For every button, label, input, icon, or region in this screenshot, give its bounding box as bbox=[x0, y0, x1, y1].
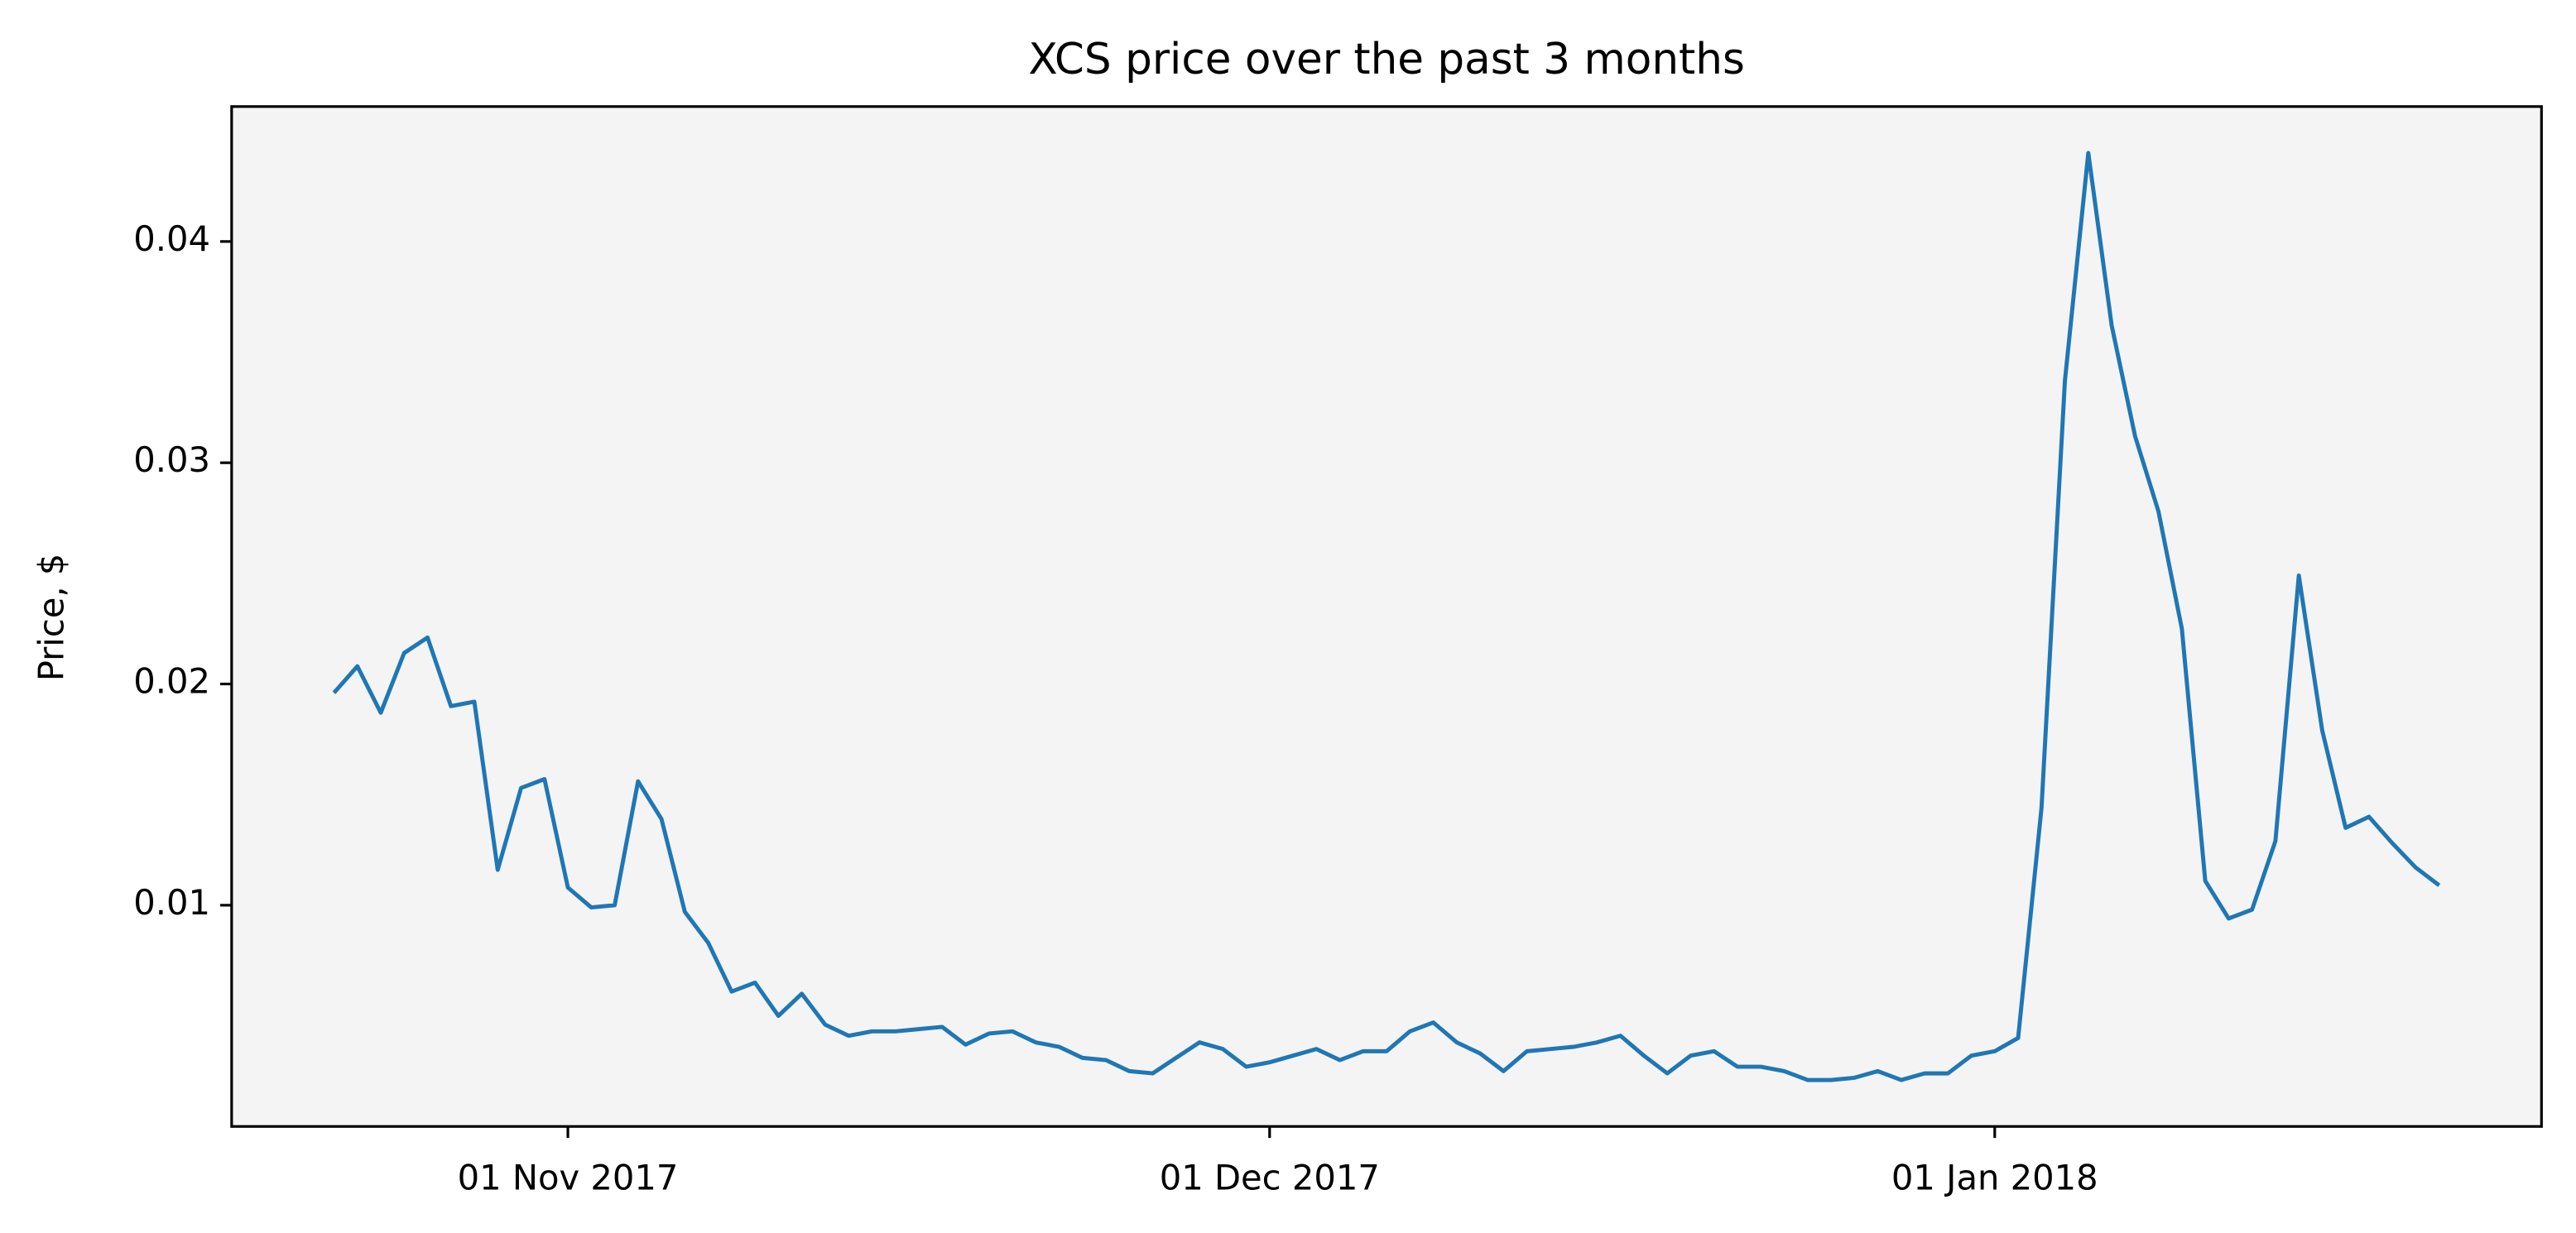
x-tick-label: 01 Jan 2018 bbox=[1891, 1158, 2098, 1198]
plot-frame bbox=[230, 105, 2543, 1128]
x-tick-label: 01 Dec 2017 bbox=[1160, 1158, 1380, 1198]
y-tick-label: 0.03 bbox=[133, 439, 210, 480]
chart-title: XCS price over the past 3 months bbox=[1028, 35, 1745, 84]
y-tick-label: 0.04 bbox=[133, 218, 210, 259]
price-line bbox=[332, 151, 2441, 1082]
y-tick-label: 0.02 bbox=[133, 661, 210, 702]
y-tick-label: 0.01 bbox=[133, 882, 210, 923]
plot-area bbox=[231, 106, 2542, 1127]
x-tick-label: 01 Nov 2017 bbox=[458, 1158, 679, 1198]
y-axis-label: Price, $ bbox=[31, 554, 71, 682]
